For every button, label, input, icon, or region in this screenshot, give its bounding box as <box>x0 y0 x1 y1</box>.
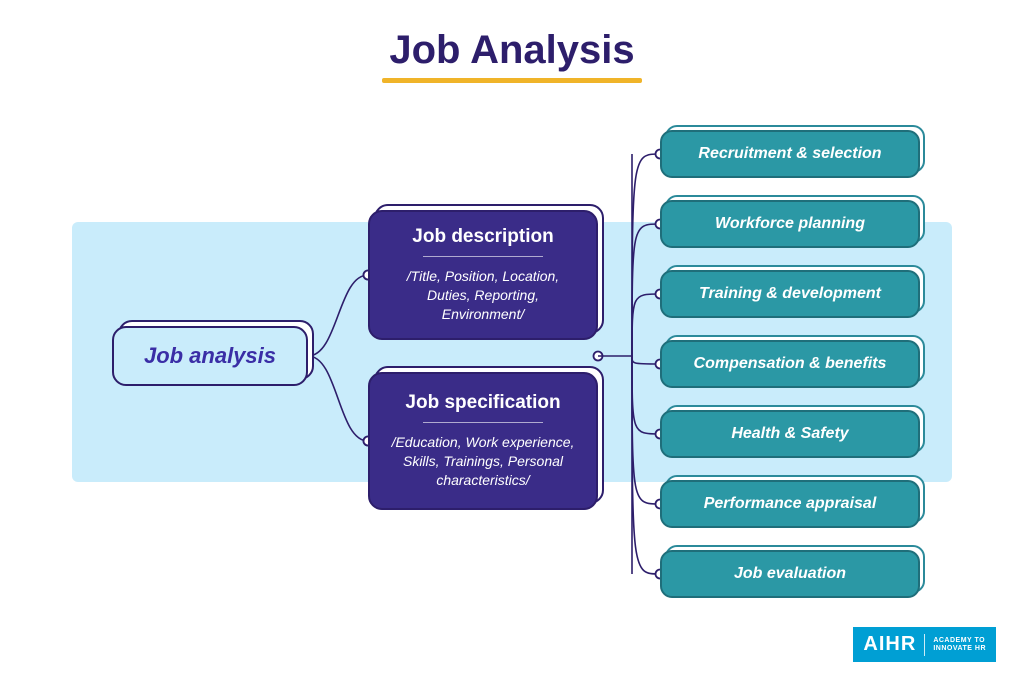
leaf-label: Health & Safety <box>731 425 848 443</box>
brand-name: AIHR <box>863 633 916 656</box>
mid-rule <box>423 422 543 423</box>
leaf-label: Recruitment & selection <box>698 145 881 163</box>
leaf-label: Workforce planning <box>715 215 865 233</box>
mid-rule <box>423 256 543 257</box>
leaf-node-4: Health & Safety <box>660 410 920 458</box>
leaf-node-5: Performance appraisal <box>660 480 920 528</box>
mid-subtitle: /Education, Work experience, Skills, Tra… <box>388 433 578 490</box>
leaf-label: Training & development <box>699 285 881 303</box>
leaf-label: Job evaluation <box>734 565 846 583</box>
logo-divider <box>924 634 925 656</box>
leaf-label: Compensation & benefits <box>694 355 887 373</box>
brand-logo: AIHR ACADEMY TOINNOVATE HR <box>853 627 996 662</box>
leaf-node-3: Compensation & benefits <box>660 340 920 388</box>
leaf-node-0: Recruitment & selection <box>660 130 920 178</box>
leaf-node-6: Job evaluation <box>660 550 920 598</box>
leaf-label: Performance appraisal <box>704 495 877 513</box>
leaf-node-2: Training & development <box>660 270 920 318</box>
mid-title: Job specification <box>405 392 560 414</box>
mid-node-desc: Job description /Title, Position, Locati… <box>368 210 598 340</box>
root-node: Job analysis <box>112 326 308 386</box>
leaf-node-1: Workforce planning <box>660 200 920 248</box>
mid-title: Job description <box>412 226 553 248</box>
mid-node-spec: Job specification /Education, Work exper… <box>368 372 598 510</box>
root-label: Job analysis <box>144 343 276 369</box>
mid-subtitle: /Title, Position, Location, Duties, Repo… <box>388 267 578 324</box>
brand-tagline: ACADEMY TOINNOVATE HR <box>933 637 986 652</box>
